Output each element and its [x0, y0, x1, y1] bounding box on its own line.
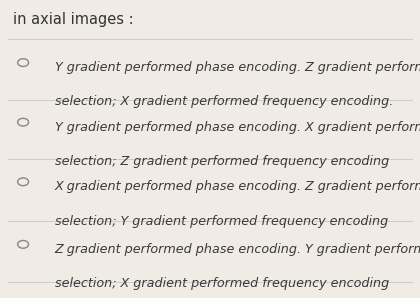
Text: in axial images :: in axial images :: [13, 12, 133, 27]
Text: Z gradient performed phase encoding. Y gradient performed slice: Z gradient performed phase encoding. Y g…: [55, 243, 420, 256]
Text: selection; Z gradient performed frequency encoding: selection; Z gradient performed frequenc…: [55, 155, 389, 168]
Text: X gradient performed phase encoding. Z gradient performed slice: X gradient performed phase encoding. Z g…: [55, 180, 420, 193]
Text: selection; Y gradient performed frequency encoding: selection; Y gradient performed frequenc…: [55, 215, 388, 228]
Text: selection; X gradient performed frequency encoding.: selection; X gradient performed frequenc…: [55, 95, 393, 108]
Text: Y gradient performed phase encoding. Z gradient performed slice: Y gradient performed phase encoding. Z g…: [55, 61, 420, 74]
Text: selection; X gradient performed frequency encoding: selection; X gradient performed frequenc…: [55, 277, 389, 290]
Text: Y gradient performed phase encoding. X gradient performed slice: Y gradient performed phase encoding. X g…: [55, 121, 420, 134]
